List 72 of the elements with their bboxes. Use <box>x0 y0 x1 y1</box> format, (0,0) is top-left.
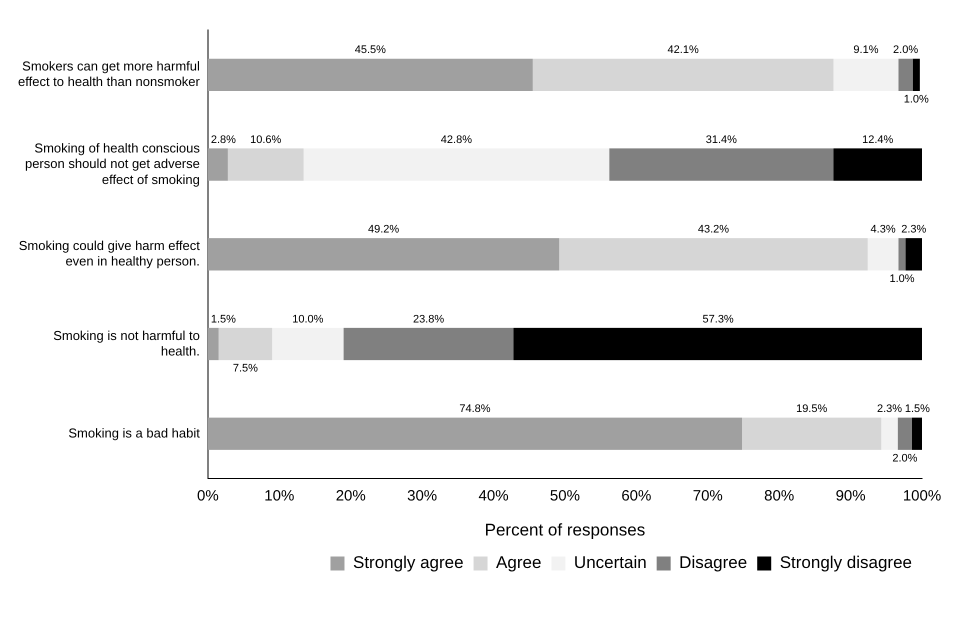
x-tick-label: 80% <box>764 488 794 505</box>
bar <box>218 328 272 360</box>
data-label: 23.8% <box>412 313 444 326</box>
bar <box>912 418 922 450</box>
data-label: 19.5% <box>796 403 828 416</box>
data-label: 49.2% <box>368 224 400 236</box>
data-label: 10.0% <box>292 313 324 326</box>
data-label: 2.8% <box>210 134 236 146</box>
bar <box>833 58 898 92</box>
bar <box>609 148 834 181</box>
bar <box>898 418 912 450</box>
data-label: 1.5% <box>904 403 930 416</box>
data-label: 57.3% <box>702 313 734 326</box>
y-tick-label: Smokers can get more harmful effect to health than nonsmoker <box>18 58 201 90</box>
legend-label: Agree <box>496 553 542 572</box>
data-label: 2.0% <box>893 44 918 56</box>
bar <box>228 148 304 181</box>
x-tick-label: 0% <box>197 488 219 505</box>
bar <box>912 58 920 92</box>
data-label: 74.8% <box>459 403 491 416</box>
x-tick-label: 20% <box>336 488 366 505</box>
data-label: 2.3% <box>901 224 927 236</box>
bar <box>898 238 906 270</box>
bar <box>304 148 610 181</box>
data-label: 42.8% <box>440 134 472 146</box>
bar <box>881 418 898 450</box>
bar <box>208 58 533 92</box>
bar <box>344 328 514 360</box>
x-axis-title: Percent of responses <box>484 520 646 540</box>
y-tick-label: Smoking is not harmful to health. <box>53 328 200 358</box>
data-label: 7.5% <box>232 362 258 375</box>
y-tick-label: Smoking could give harm effect even in healthy person. <box>18 238 200 269</box>
bar <box>898 58 913 92</box>
bar <box>906 238 922 270</box>
x-tick-label: 50% <box>550 488 580 505</box>
x-tick-label: 40% <box>478 488 509 505</box>
bar <box>272 328 344 360</box>
bar <box>833 148 922 181</box>
data-label: 10.6% <box>250 134 282 146</box>
bar <box>208 328 219 360</box>
bar <box>208 148 228 181</box>
data-label: 2.3% <box>876 403 902 416</box>
x-tick-label: 70% <box>692 488 723 505</box>
data-label: 2.0% <box>892 452 918 464</box>
bar <box>868 238 898 270</box>
legend-label: Strongly agree <box>352 553 464 572</box>
bar <box>532 58 834 92</box>
data-label: 12.4% <box>862 134 894 146</box>
data-label: 4.3% <box>870 224 896 236</box>
legend-label: Strongly disagree <box>780 553 912 572</box>
x-tick-label: 60% <box>621 488 652 505</box>
legend-label: Uncertain <box>574 553 647 572</box>
data-label: 45.5% <box>354 44 386 56</box>
data-label: 43.2% <box>698 224 730 236</box>
bar <box>514 328 922 360</box>
y-tick-label: Smoking of health conscious person should not get adverse effect of smoking <box>24 140 200 187</box>
x-tick-label: 90% <box>836 488 866 505</box>
data-label: 1.5% <box>210 313 236 326</box>
bar <box>559 238 868 270</box>
bar <box>208 418 742 450</box>
legend-label: Disagree <box>679 553 748 572</box>
bar <box>208 238 560 270</box>
x-tick-label: 30% <box>407 488 438 505</box>
y-tick-label: Smoking is a bad habit <box>68 425 200 440</box>
x-tick-label: 100% <box>902 488 942 505</box>
x-tick-label: 10% <box>264 488 294 505</box>
data-label: 9.1% <box>853 44 879 56</box>
bar <box>742 418 882 450</box>
data-label: 42.1% <box>668 44 699 56</box>
data-label: 31.4% <box>706 134 738 146</box>
data-label: 1.0% <box>904 94 930 106</box>
data-label: 1.0% <box>889 272 915 285</box>
